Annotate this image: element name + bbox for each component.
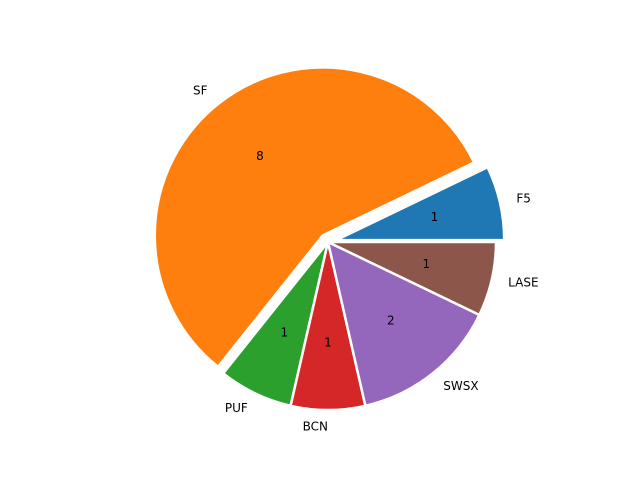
slice-label-bcn: BCN <box>303 419 328 433</box>
slice-value-sf: 8 <box>256 149 264 163</box>
pie-slice-lase <box>326 240 498 317</box>
slice-value-puf: 1 <box>280 325 288 339</box>
slice-value-bcn: 1 <box>324 335 332 349</box>
slice-value-f5: 1 <box>431 210 439 224</box>
slice-label-lase: LASE <box>508 276 538 290</box>
slice-value-lase: 1 <box>422 257 430 271</box>
slice-label-swsx: SWSX <box>443 379 478 393</box>
slice-label-sf: SF <box>193 83 208 97</box>
pie-slice-f5 <box>334 165 506 242</box>
slice-label-puf: PUF <box>225 401 248 415</box>
slice-label-f5: F5 <box>516 192 531 206</box>
pie-wedges <box>153 66 506 412</box>
pie-slice-sf <box>153 66 476 369</box>
pie-labels: F5 1 SF 8 PUF 1 BCN 1 SWSX 2 LASE 1 <box>193 83 539 433</box>
pie-slice-swsx <box>326 240 481 408</box>
slice-value-swsx: 2 <box>387 313 395 327</box>
